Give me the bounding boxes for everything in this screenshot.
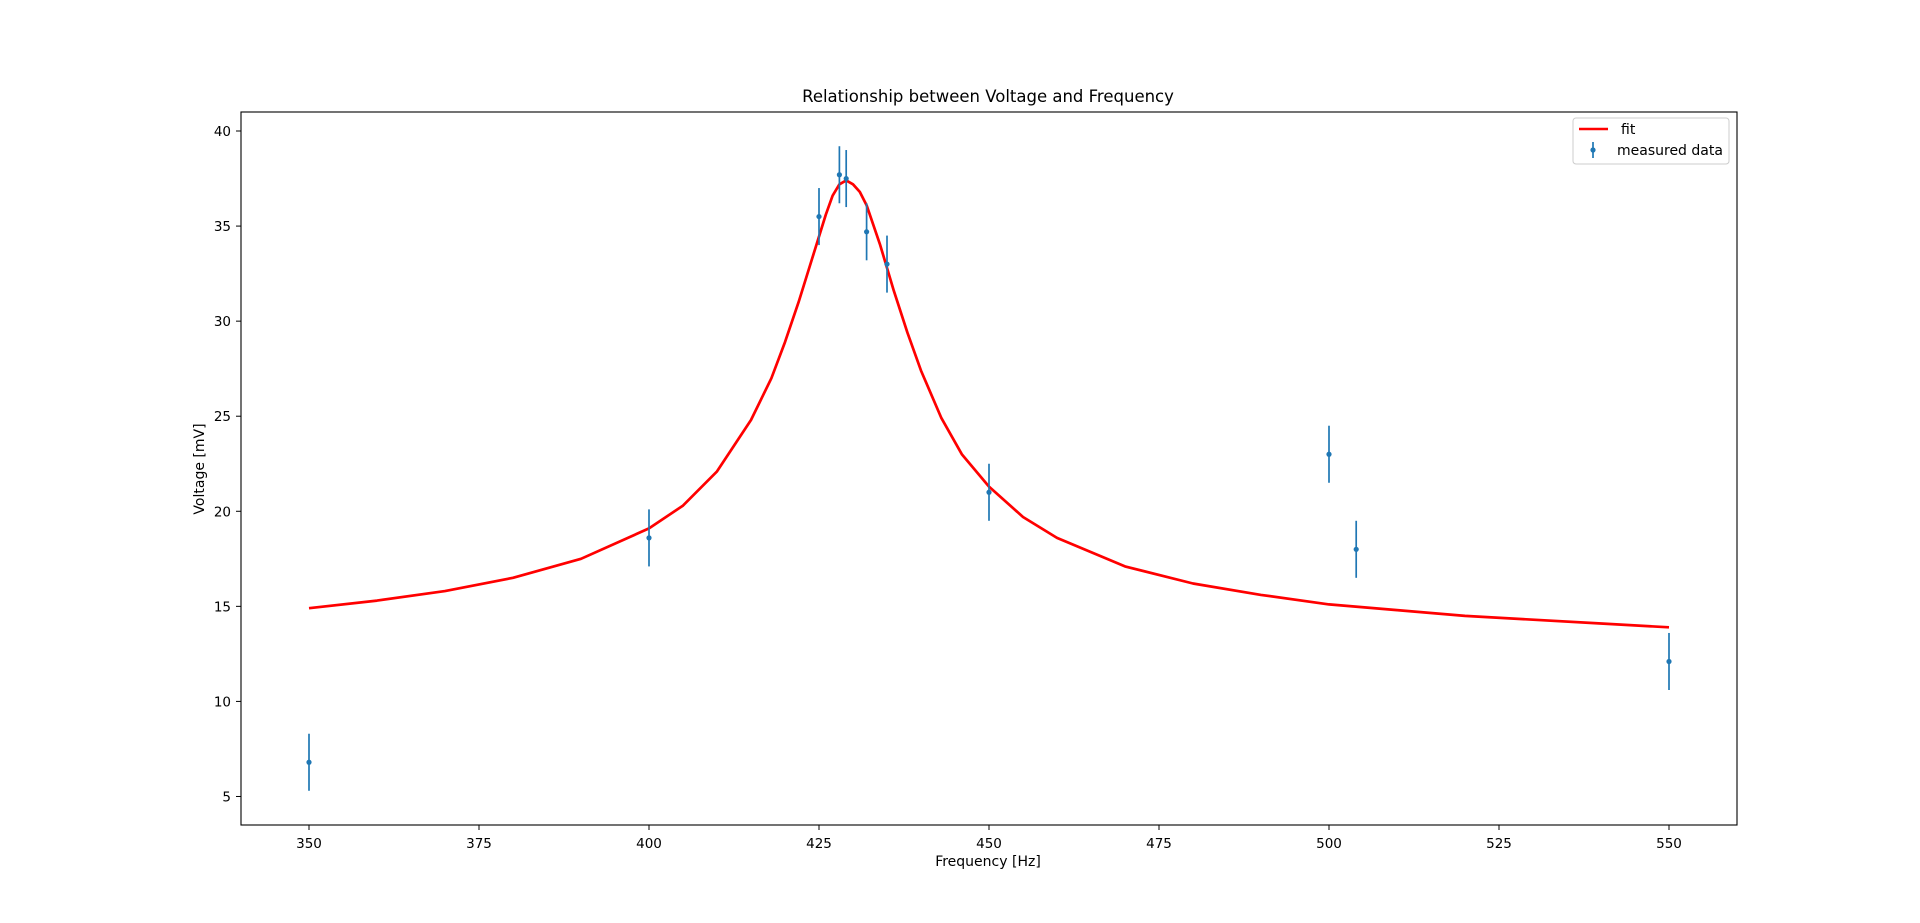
- y-tick-label: 20: [214, 504, 231, 520]
- legend-frame: [1572, 117, 1730, 165]
- data-point: [864, 229, 870, 235]
- y-tick-label: 30: [214, 314, 231, 330]
- y-tick-label: 35: [214, 219, 231, 235]
- data-point: [816, 213, 822, 220]
- x-tick-label: 550: [1656, 836, 1682, 852]
- y-tick-label: 15: [214, 599, 231, 615]
- data-point: [1666, 658, 1672, 665]
- x-tick-label: 375: [466, 836, 492, 852]
- legend-data-swatch-point: [1590, 147, 1596, 153]
- y-tick-label: 10: [214, 694, 231, 710]
- y-tick-label: 5: [222, 789, 231, 805]
- data-point: [306, 759, 312, 765]
- y-tick-label: 40: [214, 124, 231, 140]
- axes: 350 375 400 425 450 475 500 525 550 5 10 15 20 25 30 35…: [214, 111, 1738, 852]
- x-tick-label: 500: [1316, 836, 1342, 852]
- x-tick-label: 400: [636, 836, 662, 852]
- x-axis-label: Frequency [Hz]: [935, 854, 1041, 870]
- x-tick-label: 475: [1146, 836, 1172, 852]
- plot-area: [306, 146, 1672, 791]
- legend-fit-label: fit: [1621, 122, 1636, 138]
- data-point: [843, 175, 849, 182]
- data-point: [836, 172, 843, 178]
- x-tick-label: 525: [1486, 836, 1512, 852]
- data-point: [986, 489, 992, 495]
- chart-title: Relationship between Voltage and Frequen…: [802, 87, 1174, 106]
- fit-line: [308, 179, 1670, 629]
- data-point: [1326, 451, 1332, 457]
- data-point: [646, 535, 652, 541]
- x-tick-label: 450: [976, 836, 1002, 852]
- x-tick-label: 350: [296, 836, 322, 852]
- y-tick-label: 25: [214, 409, 231, 425]
- data-point: [884, 261, 890, 267]
- data-point: [1353, 546, 1359, 552]
- legend: fit measured data: [1572, 117, 1730, 165]
- x-tick-label: 425: [806, 836, 832, 852]
- legend-data-label: measured data: [1617, 143, 1723, 159]
- y-axis-label: Voltage [mV]: [192, 423, 208, 514]
